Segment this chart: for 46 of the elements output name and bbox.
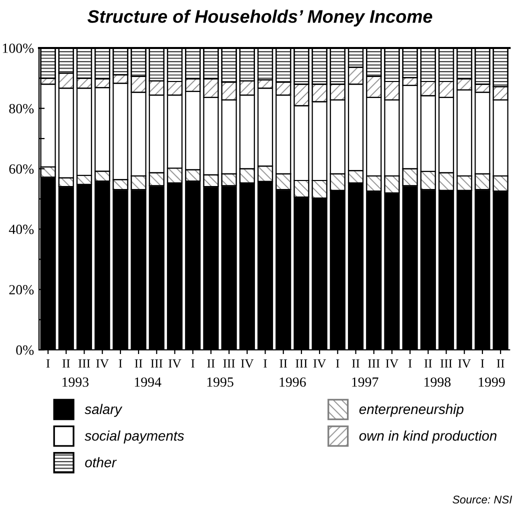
x-tick-label: I: [336, 359, 340, 368]
x-tick-label: I: [264, 359, 267, 368]
x-tick-label: II: [424, 359, 432, 368]
source-note: Source: NSI: [452, 496, 512, 504]
x-tick-label: I: [408, 359, 412, 368]
text: 1999: [478, 377, 505, 387]
x-tick-label: III: [223, 359, 235, 368]
text: 1997: [352, 377, 378, 387]
x-tick-label: IV: [458, 359, 471, 368]
legend-label: enterpreneurship: [359, 404, 464, 417]
x-tick-label: I: [480, 359, 484, 368]
x-tick-label: I: [191, 359, 194, 368]
x-tick-label: II: [62, 359, 70, 368]
y-tick-label: 40%: [8, 224, 34, 234]
x-tick-label: III: [440, 359, 452, 368]
x-tick-label: IV: [241, 359, 254, 368]
y-tick-label: 20%: [9, 285, 34, 294]
x-tick-label: II: [134, 359, 142, 368]
x-tick-label: IV: [313, 359, 326, 368]
y-tick-label: 100%: [2, 44, 34, 53]
x-tick-label: IV: [386, 359, 398, 368]
x-tick-label: IV: [168, 359, 182, 368]
y-tick-label: 60%: [9, 164, 34, 174]
x-tick-label: IV: [96, 359, 109, 368]
text: 1996: [280, 377, 306, 387]
text: 1993: [62, 377, 89, 387]
legend-label: other: [85, 457, 117, 468]
legend-label: salary: [84, 404, 122, 417]
text: 1998: [424, 377, 451, 387]
chart-title: Structure of Households’ Money Income: [88, 10, 432, 26]
x-tick-label: I: [46, 359, 50, 368]
x-tick-label: II: [280, 359, 288, 368]
x-tick-label: III: [296, 359, 308, 368]
x-tick-label: III: [78, 359, 90, 368]
y-tick-label: 80%: [9, 104, 34, 114]
y-tick-label: 0%: [16, 345, 34, 355]
x-tick-label: III: [150, 359, 162, 368]
legend-label: own in kind production: [359, 430, 496, 444]
x-tick-label: II: [496, 359, 504, 368]
x-tick-label: II: [352, 359, 360, 368]
text: 1995: [207, 377, 234, 387]
x-tick-label: III: [368, 359, 380, 368]
legend-label: social payments: [84, 430, 184, 444]
text: 1994: [134, 377, 162, 387]
x-tick-label: I: [118, 359, 122, 368]
x-tick-label: II: [207, 359, 215, 368]
